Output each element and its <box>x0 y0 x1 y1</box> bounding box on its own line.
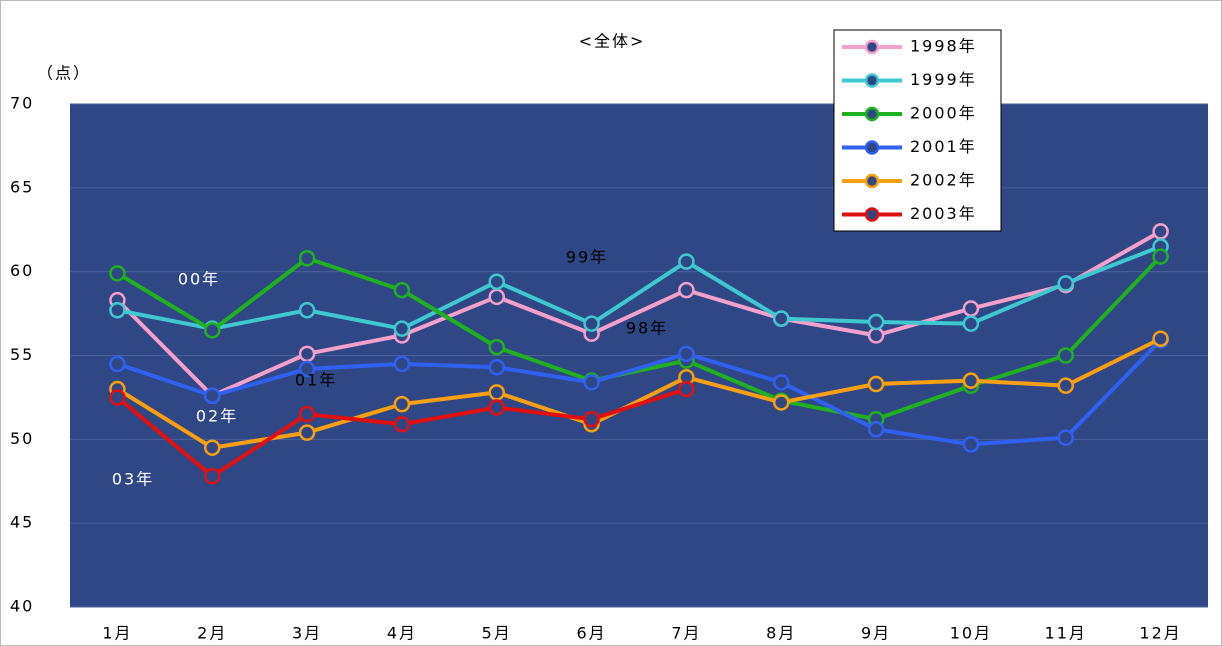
data-point <box>488 358 505 376</box>
legend-marker <box>864 173 880 189</box>
legend-label: 1999年 <box>910 70 977 89</box>
data-point <box>773 394 790 411</box>
data-point <box>962 300 980 317</box>
data-point <box>867 421 885 438</box>
annotation: 98年 <box>626 319 668 338</box>
data-point <box>583 374 600 391</box>
y-tick-label: 40 <box>10 597 34 616</box>
data-point <box>867 327 885 344</box>
y-tick-label: 50 <box>10 429 34 448</box>
data-point <box>1057 347 1074 364</box>
legend-label: 1998年 <box>910 37 977 56</box>
data-point <box>583 315 600 332</box>
data-point <box>204 439 221 456</box>
x-tick-label: 4月 <box>387 624 417 643</box>
data-point <box>1152 330 1169 347</box>
data-point <box>678 380 695 398</box>
x-tick-label: 5月 <box>482 624 512 643</box>
data-point <box>488 384 505 401</box>
legend-marker <box>864 73 880 88</box>
data-point <box>1057 275 1074 292</box>
data-point <box>962 372 980 389</box>
data-point <box>393 320 411 337</box>
data-point <box>488 399 505 416</box>
legend-label: 2002年 <box>910 171 977 190</box>
data-point <box>1057 377 1074 394</box>
series-line <box>117 244 1162 331</box>
data-point <box>583 410 600 428</box>
data-point <box>298 405 316 423</box>
data-point <box>488 338 505 356</box>
legend-marker <box>864 106 880 122</box>
x-tick-label: 9月 <box>861 624 891 643</box>
data-point <box>393 355 411 373</box>
data-point <box>298 345 316 363</box>
series-line <box>115 229 1162 398</box>
data-point <box>1152 248 1169 265</box>
x-tick-label: 12月 <box>1139 624 1181 643</box>
data-point <box>678 253 695 270</box>
data-point <box>109 265 126 282</box>
data-point <box>867 313 885 331</box>
y-axis-label: （点） <box>37 64 91 83</box>
data-point <box>962 315 980 332</box>
data-point <box>1057 429 1074 446</box>
legend-marker <box>864 207 880 222</box>
data-point <box>204 467 221 485</box>
y-tick-label: 60 <box>10 261 34 280</box>
x-tick-label: 11月 <box>1045 624 1087 643</box>
series-line <box>116 339 1163 447</box>
data-point <box>773 310 790 327</box>
x-tick-label: 6月 <box>576 624 606 643</box>
data-point <box>298 424 316 441</box>
series-line <box>116 336 1162 450</box>
data-point <box>1152 223 1169 240</box>
data-point <box>393 395 411 413</box>
data-point <box>678 281 695 299</box>
data-point <box>393 281 411 299</box>
x-tick-label: 2月 <box>197 624 227 643</box>
annotation: 01年 <box>295 371 337 390</box>
data-point <box>298 360 316 378</box>
chart-title: <全体> <box>579 32 646 51</box>
legend <box>833 29 1002 232</box>
legend-marker <box>864 140 880 155</box>
x-tick-label: 10月 <box>950 624 992 643</box>
data-point <box>204 322 221 339</box>
x-tick-label: 8月 <box>766 624 796 643</box>
annotation: 03年 <box>112 470 154 489</box>
annotation: 99年 <box>566 248 608 267</box>
data-point <box>109 389 126 406</box>
data-point <box>109 355 126 373</box>
y-tick-label: 70 <box>10 94 34 113</box>
data-point <box>204 387 221 404</box>
legend-label: 2001年 <box>910 137 977 156</box>
data-point <box>678 345 695 363</box>
data-point <box>773 374 790 391</box>
x-tick-label: 3月 <box>292 624 322 643</box>
data-point <box>488 273 505 290</box>
annotation: 02年 <box>196 407 238 426</box>
y-tick-label: 55 <box>10 345 34 364</box>
data-point <box>488 288 505 306</box>
data-point <box>298 301 316 319</box>
legend-label: 2003年 <box>910 204 977 223</box>
data-point <box>867 375 885 393</box>
data-point <box>962 436 980 453</box>
legend-label: 2000年 <box>910 104 977 123</box>
data-point <box>393 415 411 433</box>
y-tick-label: 45 <box>10 513 34 532</box>
y-tick-label: 65 <box>10 177 34 196</box>
annotation: 00年 <box>178 270 220 289</box>
data-point <box>298 250 316 267</box>
x-tick-label: 7月 <box>671 624 701 643</box>
data-point <box>109 301 126 319</box>
x-tick-label: 1月 <box>102 624 132 643</box>
legend-marker <box>864 39 880 55</box>
